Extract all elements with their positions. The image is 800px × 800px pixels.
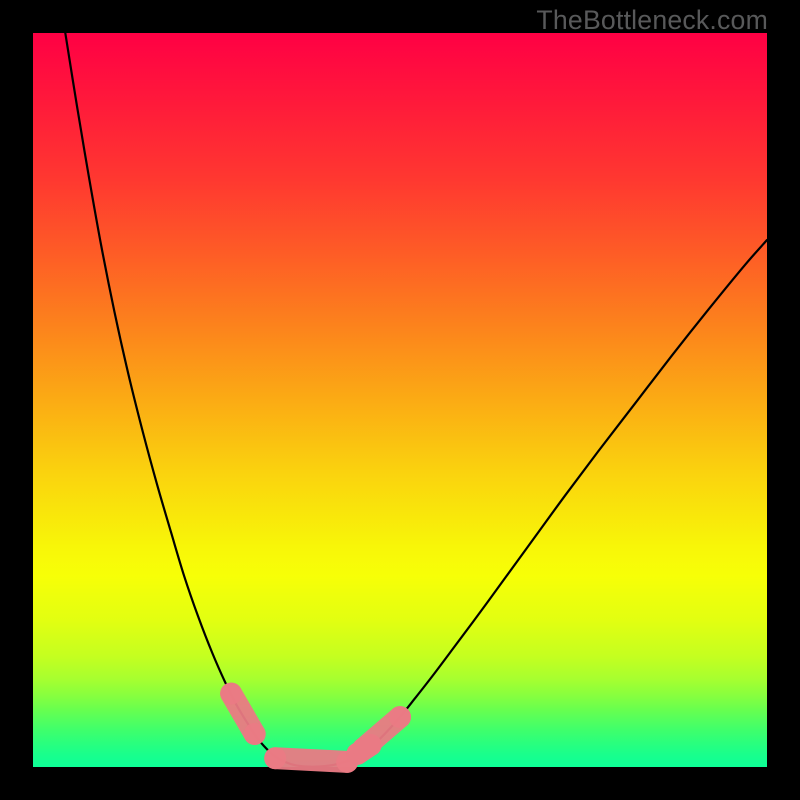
marker-cap-0-1 (244, 723, 266, 745)
marker-cap-3-0 (352, 738, 374, 760)
marker-cap-1-0 (264, 747, 286, 769)
bottleneck-curve (65, 33, 767, 767)
chart-frame: TheBottleneck.com (0, 0, 800, 800)
marker-cap-0-0 (220, 683, 242, 705)
watermark-text: TheBottleneck.com (536, 5, 768, 36)
overlay-markers (220, 683, 411, 773)
curve-layer (0, 0, 800, 800)
marker-cap-3-1 (389, 706, 411, 728)
